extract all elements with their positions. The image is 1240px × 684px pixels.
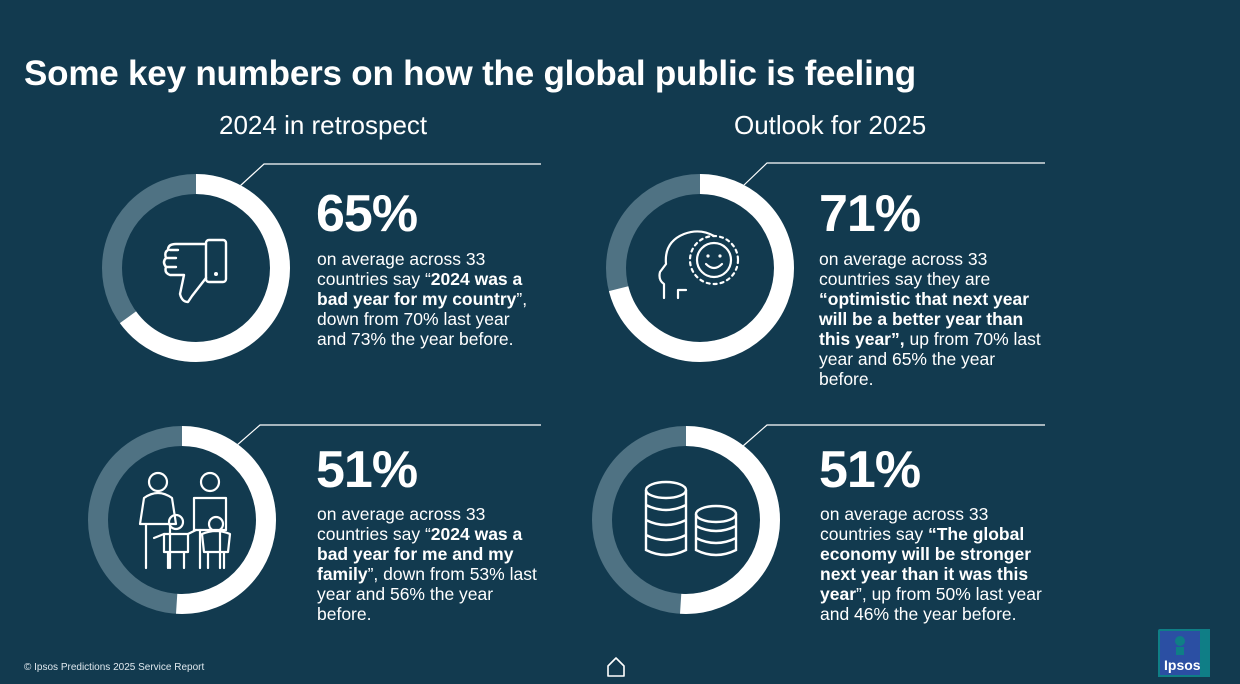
stat-card-2 [600, 168, 800, 373]
stat-text-3: on average across 33 countries say “ [317, 504, 486, 544]
donut-ring-1 [102, 174, 290, 362]
stat-text-2: on average across 33 countries say they … [819, 249, 991, 289]
logo-text: Ipsos [1164, 657, 1201, 673]
stat-text-1: on average across 33 countries say “ [317, 249, 486, 289]
stat-text-tail-3: ”, down from 53% last year and 56% the y… [317, 564, 537, 624]
family-icon [138, 471, 232, 570]
coins-icon [644, 480, 738, 557]
stat-percent-2: 71% [819, 185, 921, 243]
ring-arc [592, 426, 780, 614]
ring-arc [606, 174, 794, 362]
thumbs-down-icon [162, 238, 228, 304]
stat-highlight-3: 2024 was a bad year for me and my family [317, 524, 523, 584]
right-column-heading: Outlook for 2025 [734, 110, 927, 140]
stat-text-tail-4: ”, up from 50% last year and 46% the yea… [820, 584, 1042, 624]
logo-mark: Ipsos [1160, 631, 1201, 675]
stat-description-2: on average across 33 countries say they … [819, 249, 1047, 389]
stat-description-1: on average across 33 countries say “2024… [317, 249, 543, 349]
stat-description-4: on average across 33 countries say “The … [820, 504, 1052, 624]
ring-arc [102, 174, 290, 362]
stat-card-1 [96, 168, 296, 373]
stat-percent-3: 51% [316, 441, 418, 499]
stat-card-4 [586, 420, 786, 625]
left-column-heading: 2024 in retrospect [219, 110, 428, 140]
logo-person-icon [1175, 636, 1185, 655]
stat-percent-4: 51% [819, 441, 921, 499]
stat-highlight-1: 2024 was a bad year for my country [317, 269, 523, 309]
page-title: Some key numbers on how the global publi… [24, 54, 916, 93]
home-icon[interactable] [606, 656, 626, 678]
donut-ring-4 [592, 426, 780, 614]
donut-ring-3 [88, 426, 276, 614]
copyright-footer: © Ipsos Predictions 2025 Service Report [24, 662, 205, 673]
stat-text-tail-2: up from 70% last year and 65% the year b… [819, 329, 1041, 389]
stat-highlight-2: “optimistic that next year will be a bet… [819, 289, 1030, 349]
head-sun-icon [658, 230, 740, 300]
stat-highlight-4: “The global economy will be stronger nex… [820, 524, 1032, 604]
stat-percent-1: 65% [316, 185, 418, 243]
stat-card-3 [82, 420, 282, 625]
stat-text-4: on average across 33 countries say [820, 504, 989, 544]
stat-description-3: on average across 33 countries say “2024… [317, 504, 543, 624]
donut-ring-2 [606, 174, 794, 362]
ring-arc [88, 426, 276, 614]
ipsos-logo: Ipsos [1158, 629, 1210, 677]
stat-text-tail-1: ”, down from 70% last year and 73% the y… [317, 289, 528, 349]
